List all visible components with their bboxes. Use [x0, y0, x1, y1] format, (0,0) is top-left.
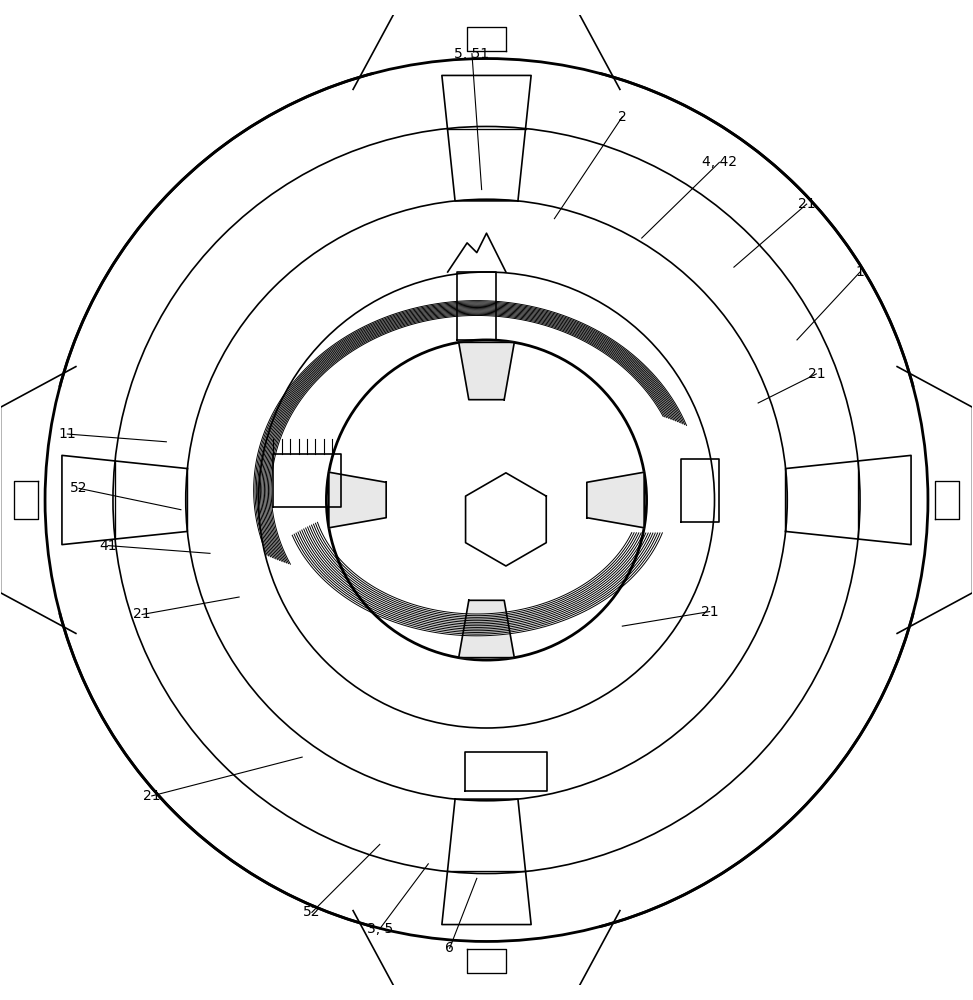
Text: 21: 21 [701, 605, 718, 619]
Text: 3, 5: 3, 5 [367, 922, 393, 936]
Polygon shape [458, 342, 515, 400]
Polygon shape [458, 600, 515, 658]
Text: 2: 2 [618, 110, 627, 124]
Text: 4, 42: 4, 42 [702, 155, 737, 169]
Text: 1: 1 [855, 265, 864, 279]
Text: 5, 51: 5, 51 [454, 47, 489, 61]
Text: 21: 21 [808, 367, 825, 381]
Text: 21: 21 [133, 607, 151, 621]
Text: 11: 11 [58, 427, 76, 441]
Text: 21: 21 [798, 197, 815, 211]
Text: 41: 41 [99, 539, 117, 553]
Polygon shape [587, 472, 644, 528]
Text: 52: 52 [70, 481, 88, 495]
Text: 52: 52 [304, 905, 321, 919]
Text: 21: 21 [143, 789, 161, 803]
Polygon shape [329, 472, 386, 528]
Text: 6: 6 [446, 941, 454, 955]
